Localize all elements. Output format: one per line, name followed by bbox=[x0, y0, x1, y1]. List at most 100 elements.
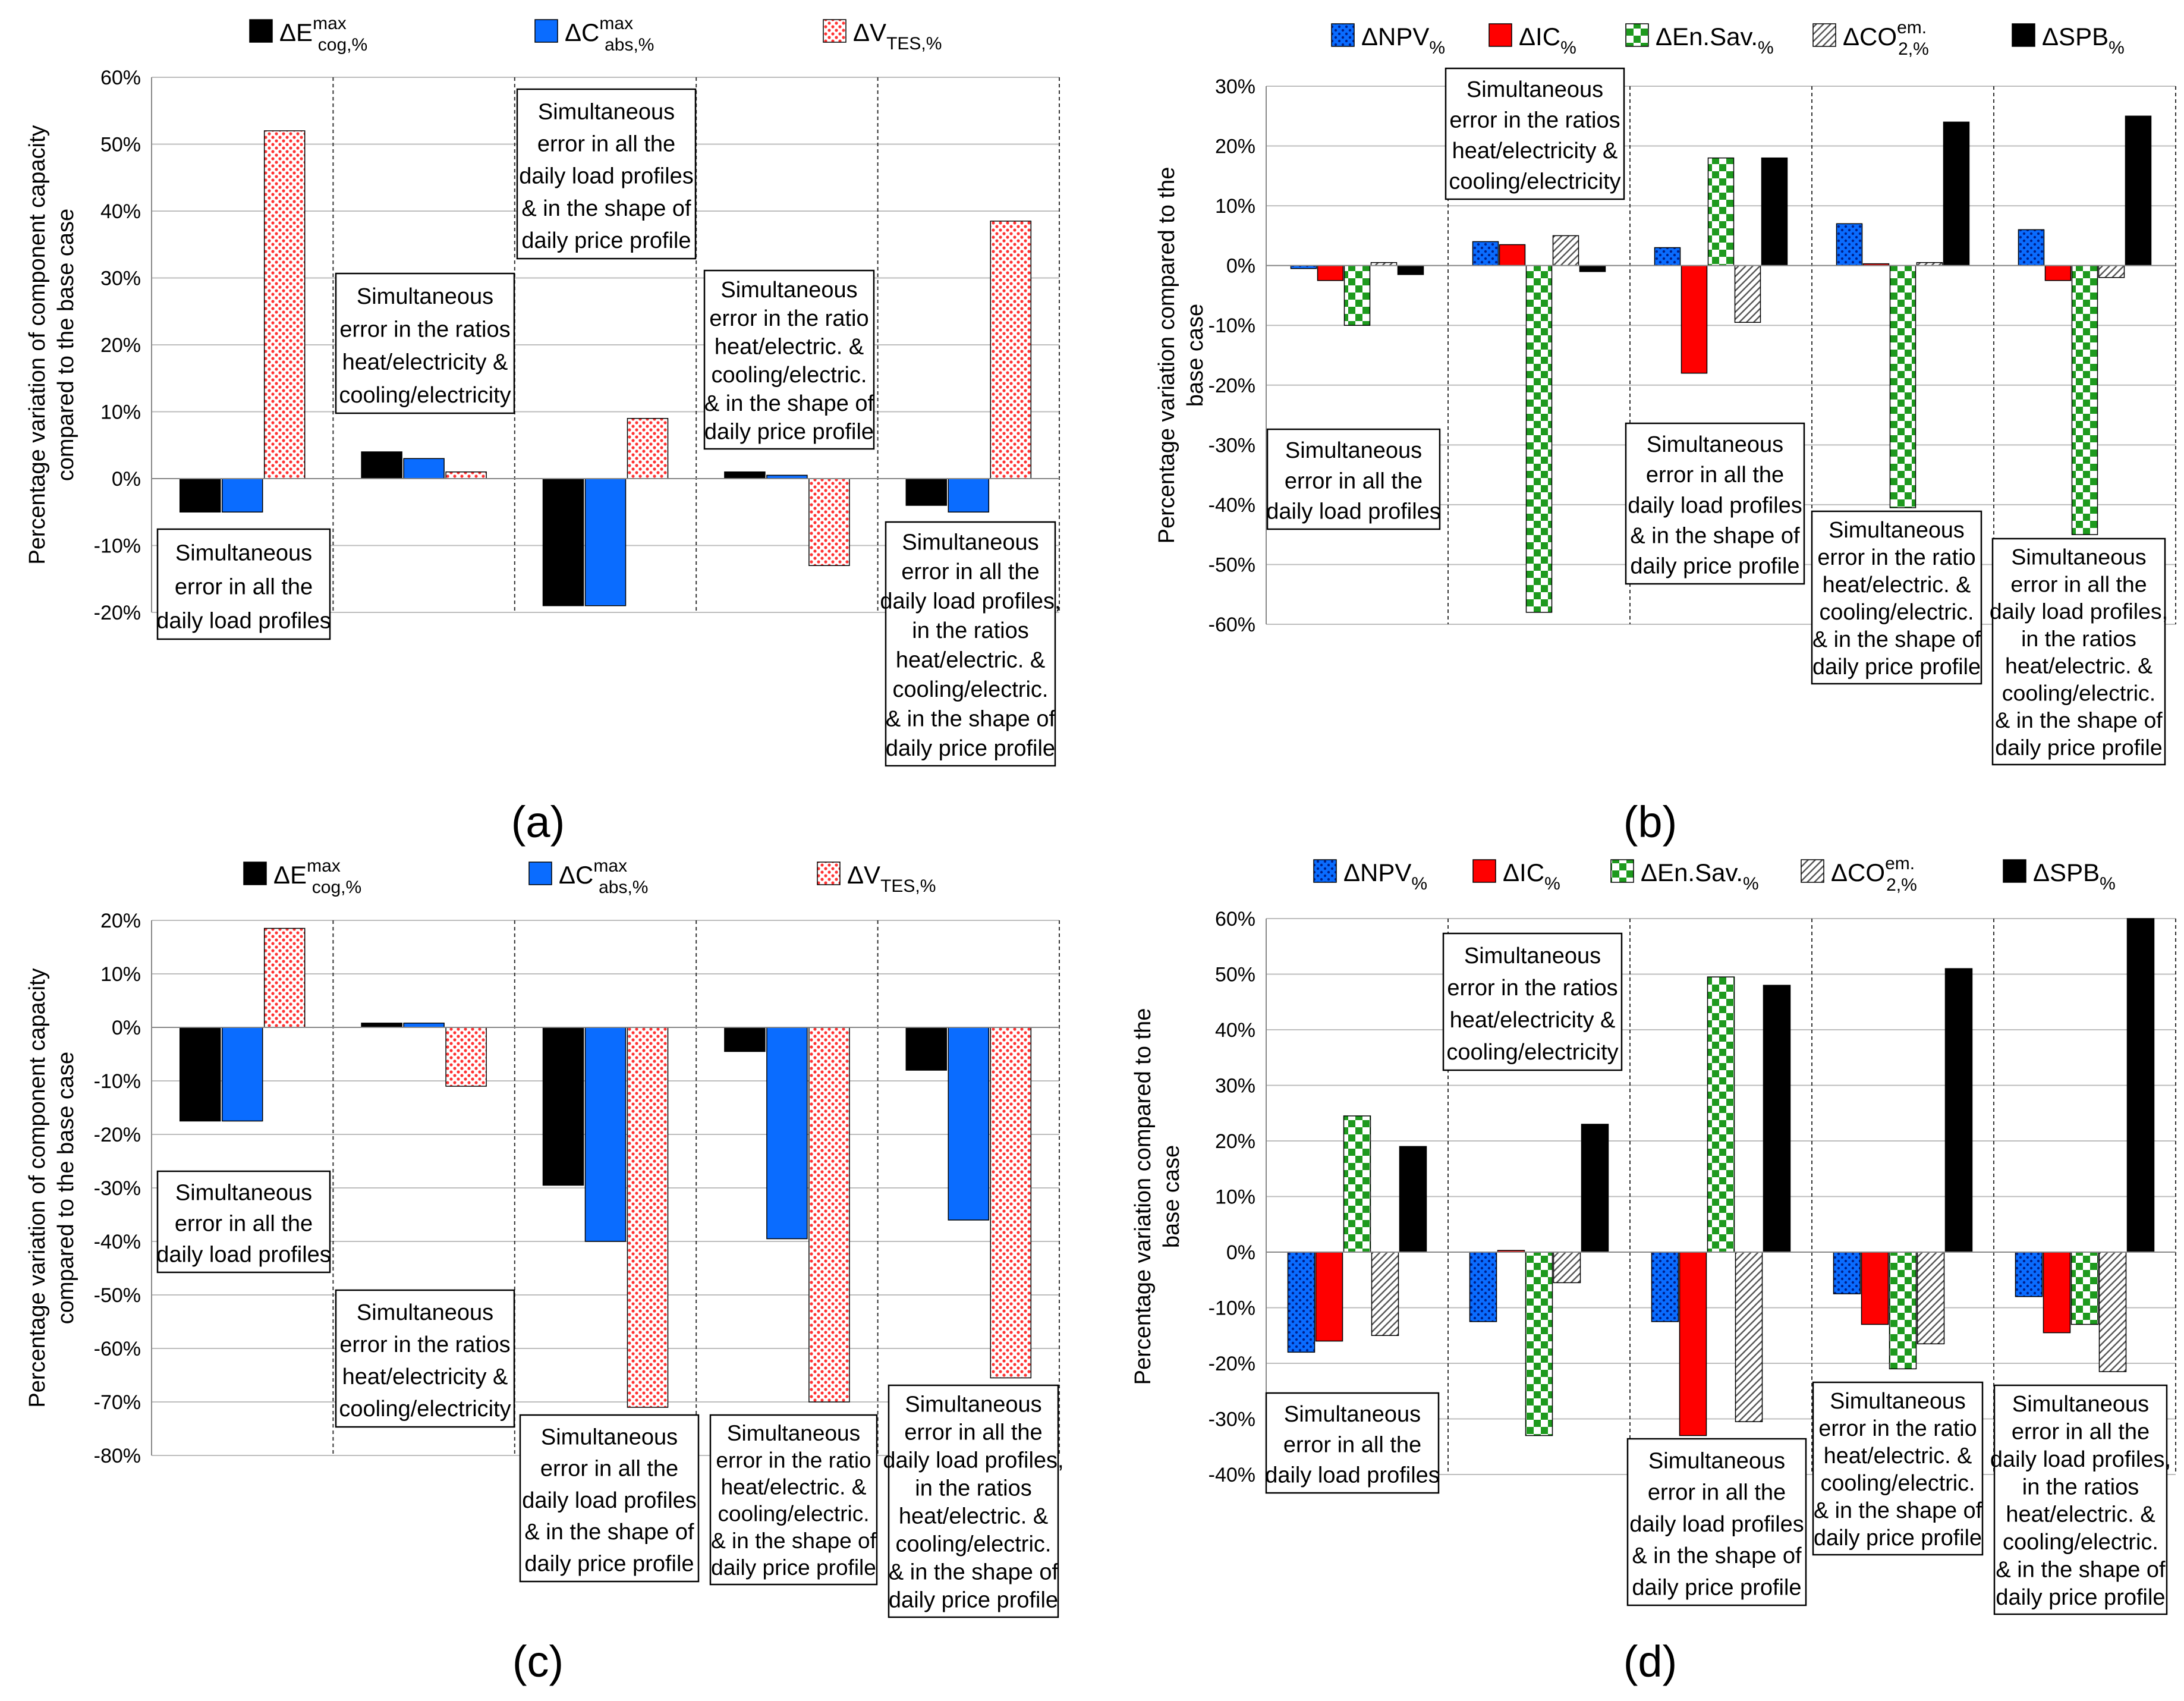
annotation-text: error in all the bbox=[904, 1420, 1042, 1445]
annotation-text: & in the shape of bbox=[886, 707, 1056, 732]
annotation-text: Simultaneous bbox=[538, 99, 675, 124]
y-tick-label: -30% bbox=[1209, 1408, 1255, 1431]
annotation-text: heat/electricity & bbox=[1450, 1008, 1616, 1033]
bar bbox=[2015, 1252, 2043, 1297]
legend-label-base: ΔE bbox=[273, 861, 307, 889]
legend-label: ΔSPB% bbox=[2033, 859, 2116, 894]
y-tick-label: 20% bbox=[1215, 1130, 1255, 1153]
annotation-box bbox=[1266, 428, 1441, 530]
bar bbox=[905, 1027, 948, 1071]
annotation-text: error in the ratios bbox=[1449, 108, 1620, 133]
annotation-text: heat/electricity & bbox=[342, 350, 508, 375]
legend-label-sub: cog,% bbox=[312, 878, 361, 897]
bar bbox=[1916, 1252, 1945, 1345]
legend-label-base: ΔC bbox=[565, 18, 599, 46]
legend-label-sup: max bbox=[599, 14, 633, 33]
annotation-box bbox=[1625, 422, 1805, 585]
y-axis-label-line: Percentage variation compared to the bbox=[1154, 167, 1179, 544]
annotation-text: daily load profiles bbox=[156, 608, 331, 633]
legend-label-base: ΔEn.Sav. bbox=[1641, 859, 1743, 886]
annotation-text: Simultaneous bbox=[905, 1392, 1041, 1417]
annotation-text: cooling/electric. bbox=[2002, 680, 2155, 705]
bar bbox=[2098, 1252, 2127, 1372]
legend-label: ΔSPB% bbox=[2042, 23, 2125, 58]
bar bbox=[542, 1027, 584, 1186]
bar bbox=[542, 478, 584, 606]
annotation-text: error in all the bbox=[537, 131, 675, 156]
legend-label-base: ΔNPV bbox=[1361, 23, 1429, 51]
bar bbox=[808, 478, 850, 566]
bar bbox=[1943, 121, 1970, 266]
bar bbox=[1469, 1252, 1497, 1322]
legend-label-sub: cog,% bbox=[318, 35, 367, 55]
y-tick-label: -40% bbox=[1209, 1464, 1255, 1486]
legend-label-sub: % bbox=[1758, 38, 1774, 58]
y-tick-label: -50% bbox=[94, 1284, 141, 1307]
legend-label-base: ΔV bbox=[847, 861, 880, 889]
annotation-text: in the ratios bbox=[915, 1476, 1031, 1501]
bar bbox=[2125, 115, 2152, 266]
y-tick-label: -30% bbox=[1209, 434, 1255, 457]
bar bbox=[1707, 157, 1735, 266]
annotation-text: heat/electric. & bbox=[721, 1474, 867, 1499]
annotation-box bbox=[156, 528, 331, 640]
bar bbox=[403, 1023, 445, 1028]
legend-label-sub: % bbox=[2109, 38, 2125, 58]
legend-label-sub: 2,% bbox=[1886, 875, 1917, 895]
bar bbox=[2126, 918, 2155, 1253]
annotation-box bbox=[1993, 1384, 2168, 1615]
bar bbox=[1735, 1252, 1763, 1422]
y-tick-label: -20% bbox=[94, 1124, 141, 1146]
bar bbox=[2043, 1252, 2071, 1334]
y-tick-label: 0% bbox=[1226, 1241, 1255, 1264]
annotation-text: & in the shape of bbox=[1812, 627, 1981, 652]
legend-label-sub: % bbox=[1743, 874, 1759, 894]
bar bbox=[1761, 157, 1788, 266]
y-tick-label: 60% bbox=[1215, 908, 1255, 930]
bar bbox=[724, 471, 766, 479]
annotation-text: Simultaneous bbox=[1647, 432, 1783, 457]
annotation-text: & in the shape of bbox=[1995, 708, 2163, 732]
annotation-text: heat/electricity & bbox=[1452, 139, 1618, 164]
annotation-text: daily price profile bbox=[524, 1551, 694, 1576]
y-tick-label: -50% bbox=[1209, 554, 1255, 576]
bar bbox=[2098, 265, 2125, 278]
y-tick-label: 10% bbox=[100, 963, 141, 986]
annotation-text: daily price profile bbox=[711, 1555, 876, 1580]
bar bbox=[724, 1027, 766, 1052]
y-tick-label: -30% bbox=[94, 1177, 141, 1200]
bar bbox=[1287, 1252, 1316, 1353]
annotation-text: daily load profiles bbox=[519, 164, 694, 189]
legend-label-sup: max bbox=[313, 14, 347, 33]
legend-swatch bbox=[1625, 23, 1649, 47]
y-tick-label: 20% bbox=[100, 910, 141, 932]
annotation-text: daily load profiles bbox=[522, 1488, 697, 1513]
y-axis-label-line: Percentage variation of component capaci… bbox=[25, 125, 50, 564]
y-axis-label: Percentage variation of component capaci… bbox=[25, 968, 78, 1407]
legend-swatch bbox=[2012, 23, 2035, 47]
y-tick-label: 0% bbox=[1226, 255, 1255, 278]
bar bbox=[627, 1027, 669, 1408]
y-axis-label: Percentage variation compared to the base… bbox=[1154, 167, 1208, 544]
annotation-box bbox=[703, 269, 875, 450]
legend-swatch bbox=[2003, 859, 2026, 883]
bar bbox=[1654, 247, 1681, 266]
bar bbox=[1651, 1252, 1679, 1322]
bar bbox=[2070, 1252, 2099, 1325]
legend-label-sub: % bbox=[1560, 38, 1576, 58]
legend-label: ΔIC% bbox=[1503, 859, 1560, 894]
legend-label-base: ΔCO bbox=[1831, 859, 1885, 886]
legend-label-base: ΔSPB bbox=[2033, 859, 2100, 886]
y-tick-label: -20% bbox=[1209, 1353, 1255, 1375]
bar bbox=[361, 451, 402, 479]
legend-label: ΔNPV% bbox=[1343, 859, 1427, 894]
bar bbox=[1552, 235, 1579, 266]
legend-label: ΔEn.Sav.% bbox=[1641, 859, 1759, 894]
annotation-text: heat/electric. & bbox=[1824, 1443, 1972, 1468]
annotation-text: & in the shape of bbox=[1814, 1498, 1982, 1523]
legend-label: ΔEmax cog,% bbox=[279, 14, 367, 55]
bar bbox=[584, 1027, 627, 1242]
y-tick-label: -20% bbox=[1209, 375, 1255, 397]
annotation-text: error in the ratio bbox=[709, 306, 868, 331]
annotation-text: error in all the bbox=[175, 574, 313, 599]
